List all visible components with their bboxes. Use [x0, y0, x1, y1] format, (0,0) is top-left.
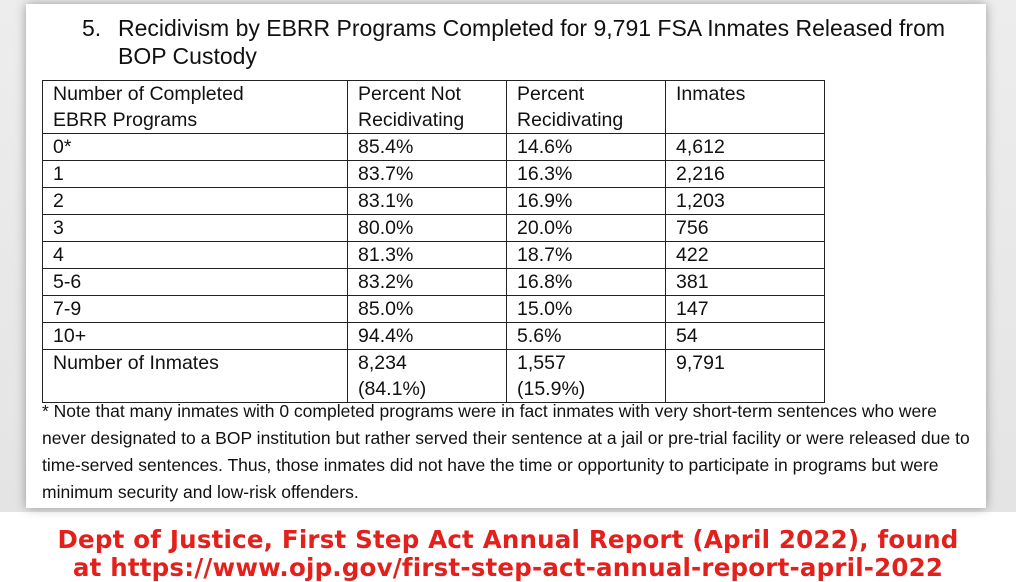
total-recidivating-cell: 1,557 (15.9%)	[506, 349, 666, 403]
total-not-recidivating-cell: 8,234 (84.1%)	[347, 349, 507, 403]
header-percent-not-recidivating: Percent Not Recidivating	[347, 80, 507, 134]
not-recidivating-cell: 83.7%	[347, 160, 507, 188]
table-row: 10+ 94.4% 5.6% 54	[42, 322, 825, 350]
not-recidivating-cell: 94.4%	[347, 322, 507, 350]
not-recidivating-cell: 80.0%	[347, 214, 507, 242]
inmates-cell: 2,216	[665, 160, 825, 188]
not-recidivating-cell: 81.3%	[347, 241, 507, 269]
recidivating-cell: 20.0%	[506, 214, 666, 242]
recidivating-cell: 5.6%	[506, 322, 666, 350]
programs-cell: 10+	[42, 322, 348, 350]
programs-cell: 0*	[42, 133, 348, 161]
inmates-cell: 1,203	[665, 187, 825, 215]
table-row: 2 83.1% 16.9% 1,203	[42, 187, 825, 215]
not-recidivating-cell: 83.2%	[347, 268, 507, 296]
table-row: 5-6 83.2% 16.8% 381	[42, 268, 825, 296]
not-recidivating-cell: 85.0%	[347, 295, 507, 323]
not-recidivating-cell: 83.1%	[347, 187, 507, 215]
inmates-cell: 381	[665, 268, 825, 296]
recidivating-cell: 15.0%	[506, 295, 666, 323]
recidivating-cell: 14.6%	[506, 133, 666, 161]
title-text: Recidivism by EBRR Programs Completed fo…	[118, 15, 946, 69]
not-recidivating-cell: 85.4%	[347, 133, 507, 161]
recidivism-table: Number of Completed EBRR Programs Percen…	[42, 80, 825, 403]
header-inmates: Inmates	[665, 80, 825, 134]
table-total-row: Number of Inmates 8,234 (84.1%) 1,557 (1…	[42, 349, 825, 403]
document-excerpt: 5. Recidivism by EBRR Programs Completed…	[26, 4, 986, 508]
citation-line-2: at https://www.ojp.gov/first-step-act-an…	[72, 553, 944, 582]
recidivating-cell: 16.9%	[506, 187, 666, 215]
programs-cell: 5-6	[42, 268, 348, 296]
recidivating-cell: 16.8%	[506, 268, 666, 296]
table-row: 0* 85.4% 14.6% 4,612	[42, 133, 825, 161]
inmates-cell: 54	[665, 322, 825, 350]
header-percent-recidivating: Percent Recidivating	[506, 80, 666, 134]
inmates-cell: 422	[665, 241, 825, 269]
recidivating-cell: 16.3%	[506, 160, 666, 188]
citation-line-1: Dept of Justice, First Step Act Annual R…	[57, 525, 959, 554]
programs-cell: 7-9	[42, 295, 348, 323]
footnote: * Note that many inmates with 0 complete…	[42, 401, 970, 502]
programs-cell: 3	[42, 214, 348, 242]
table-row: 3 80.0% 20.0% 756	[42, 214, 825, 242]
inmates-cell: 4,612	[665, 133, 825, 161]
recidivating-cell: 18.7%	[506, 241, 666, 269]
total-inmates-cell: 9,791	[665, 349, 825, 403]
table-row: 7-9 85.0% 15.0% 147	[42, 295, 825, 323]
programs-cell: 1	[42, 160, 348, 188]
inmates-cell: 756	[665, 214, 825, 242]
total-label-cell: Number of Inmates	[42, 349, 348, 403]
inmates-cell: 147	[665, 295, 825, 323]
programs-cell: 4	[42, 241, 348, 269]
table-title: 5. Recidivism by EBRR Programs Completed…	[82, 14, 948, 70]
table-header-row: Number of Completed EBRR Programs Percen…	[42, 80, 825, 134]
title-number: 5.	[82, 15, 102, 41]
programs-cell: 2	[42, 187, 348, 215]
table-row: 1 83.7% 16.3% 2,216	[42, 160, 825, 188]
source-citation: Dept of Justice, First Step Act Annual R…	[0, 526, 1016, 582]
header-programs-completed: Number of Completed EBRR Programs	[42, 80, 348, 134]
table-row: 4 81.3% 18.7% 422	[42, 241, 825, 269]
